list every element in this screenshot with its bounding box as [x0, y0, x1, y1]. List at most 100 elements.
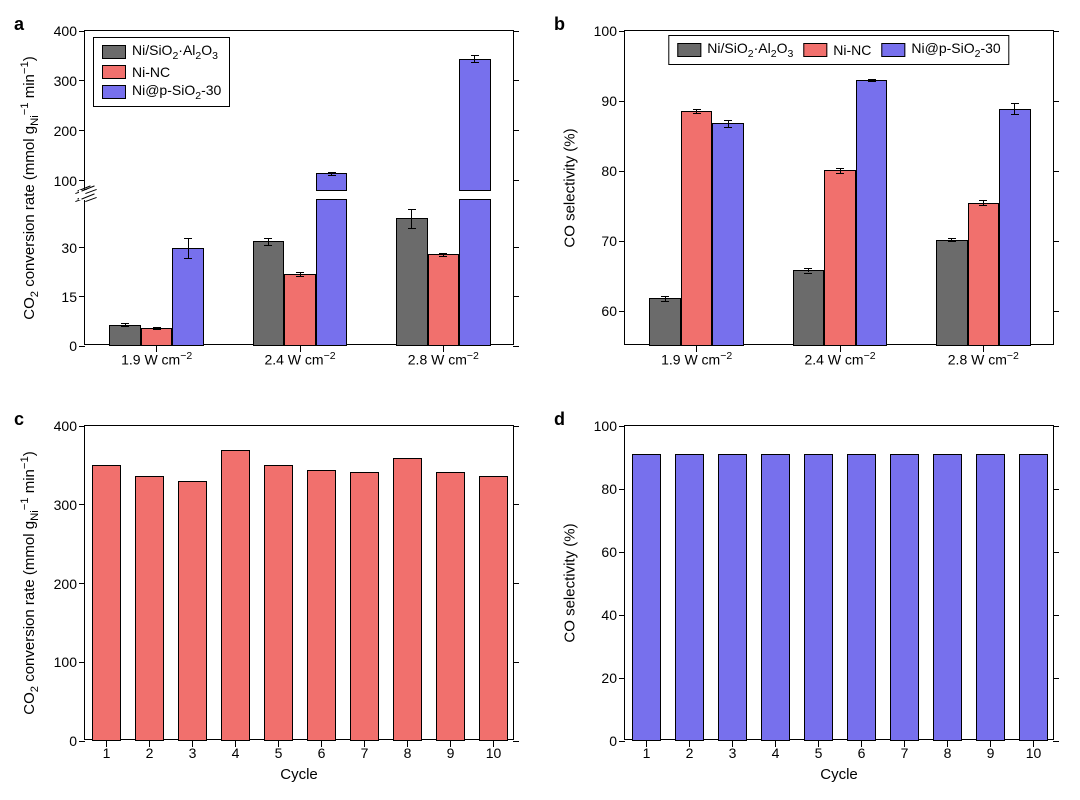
y-tick [619, 615, 625, 616]
y-tick-right [1053, 241, 1059, 242]
error-cap [1011, 103, 1019, 104]
y-tick-right [1053, 171, 1059, 172]
y-tick-right [513, 426, 519, 427]
error-cap [661, 301, 669, 302]
error-cap [724, 127, 732, 128]
bar [824, 170, 856, 346]
error-cap [979, 205, 987, 206]
x-tick-label: 4 [232, 745, 240, 761]
panel-c-xlabel: Cycle [280, 766, 318, 783]
panel-a-ylabel: CO2 conversion rate (mmol gNi−1 min−1) [19, 56, 41, 319]
bar [976, 454, 1005, 741]
x-tick-label: 5 [815, 745, 823, 761]
panel-label-c: c [14, 409, 24, 430]
y-tick-right [513, 583, 519, 584]
x-tick-label: 7 [901, 745, 909, 761]
y-tick-label: 100 [594, 418, 617, 434]
y-tick-label: 100 [594, 23, 617, 39]
panel-c: c 010020030040012345678910CO2 conversion… [12, 407, 528, 788]
bar [393, 458, 422, 742]
x-tick-label: 1.9 W cm−2 [121, 350, 192, 368]
panel-d-ylabel: CO selectivity (%) [562, 523, 579, 642]
y-tick-right [1053, 311, 1059, 312]
x-tick-label: 9 [447, 745, 455, 761]
y-tick [619, 101, 625, 102]
error-cap [868, 79, 876, 80]
error-cap [804, 273, 812, 274]
panel-b-legend: Ni/SiO2·Al2O3Ni-NCNi@p-SiO2-30 [668, 35, 1009, 65]
y-tick [619, 426, 625, 427]
error-cap [836, 173, 844, 174]
x-tick-label: 1.9 W cm−2 [661, 350, 732, 368]
error-cap [693, 109, 701, 110]
bar [253, 241, 285, 346]
y-tick-label: 60 [601, 544, 617, 560]
error-cap [264, 245, 272, 246]
bar [264, 465, 293, 741]
error-cap [121, 323, 129, 324]
x-tick-label: 1 [103, 745, 111, 761]
x-tick-label: 1 [643, 745, 651, 761]
panel-c-plot: 010020030040012345678910 [84, 425, 514, 740]
error-cap [264, 238, 272, 239]
panel-a-legend: Ni/SiO2·Al2O3Ni-NCNi@p-SiO2-30 [93, 37, 230, 107]
bar [649, 298, 681, 346]
x-tick-label: 9 [987, 745, 995, 761]
y-tick [619, 311, 625, 312]
error-cap [328, 172, 336, 173]
y-tick-label: 300 [54, 497, 77, 513]
bar [968, 203, 1000, 347]
x-tick-label: 6 [858, 745, 866, 761]
y-tick-right [1053, 741, 1059, 742]
bar [479, 476, 508, 741]
panel-a: a 015301002003004001.9 W cm−22.4 W cm−22… [12, 12, 528, 393]
error-bar [188, 238, 189, 258]
y-tick-label: 80 [601, 163, 617, 179]
y-tick-label: 40 [601, 607, 617, 623]
bar [350, 472, 379, 741]
bar [681, 111, 713, 346]
y-tick-label: 90 [601, 93, 617, 109]
error-bar [1014, 103, 1015, 114]
x-tick-label: 8 [944, 745, 952, 761]
panel-label-d: d [554, 409, 565, 430]
bar [459, 199, 491, 346]
panel-b-plot: 607080901001.9 W cm−22.4 W cm−22.8 W cm−… [624, 30, 1054, 345]
x-tick-label: 2.4 W cm−2 [804, 350, 875, 368]
bar [936, 240, 968, 346]
error-cap [948, 238, 956, 239]
y-tick-right [1053, 426, 1059, 427]
panel-d: d 02040608010012345678910CO selectivity … [552, 407, 1068, 788]
error-cap [471, 62, 479, 63]
error-cap [1011, 114, 1019, 115]
bar [459, 59, 491, 191]
bar [1019, 454, 1048, 741]
bar [307, 470, 336, 741]
bar [718, 454, 747, 741]
y-tick-right [1053, 615, 1059, 616]
x-tick-label: 5 [275, 745, 283, 761]
bar [178, 481, 207, 741]
y-tick-right [1053, 101, 1059, 102]
error-cap [296, 272, 304, 273]
y-tick-label: 0 [69, 733, 77, 749]
panel-a-plot: 015301002003004001.9 W cm−22.4 W cm−22.8… [84, 30, 514, 345]
bar [92, 465, 121, 741]
bar [847, 454, 876, 741]
y-tick-right [513, 662, 519, 663]
x-tick-label: 2.8 W cm−2 [948, 350, 1019, 368]
error-cap [693, 113, 701, 114]
error-cap [296, 276, 304, 277]
panel-b: b 607080901001.9 W cm−22.4 W cm−22.8 W c… [552, 12, 1068, 393]
error-cap [121, 326, 129, 327]
x-tick-label: 6 [318, 745, 326, 761]
error-cap [836, 168, 844, 169]
bar [793, 270, 825, 346]
error-cap [408, 209, 416, 210]
panel-b-ylabel: CO selectivity (%) [562, 128, 579, 247]
figure-grid: a 015301002003004001.9 W cm−22.4 W cm−22… [12, 12, 1068, 788]
error-cap [408, 228, 416, 229]
y-tick [79, 662, 85, 663]
error-bar [474, 55, 475, 62]
error-cap [724, 120, 732, 121]
